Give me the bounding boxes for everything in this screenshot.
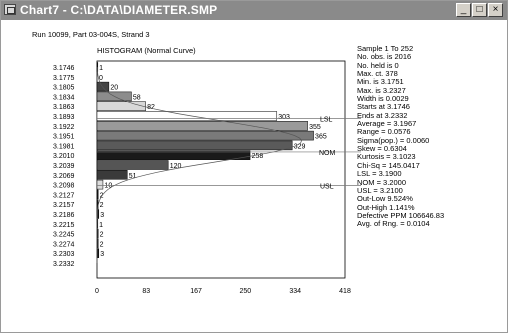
- histogram-bar: [96, 170, 128, 180]
- stat-line: Kurtosis = 3.1023: [357, 152, 416, 162]
- stat-line: Chi-Sq = 145.0417: [357, 160, 420, 170]
- statistics-panel: Sample 1 To 252 No. obs. is 2016 No. held …: [357, 44, 445, 229]
- y-tick-label: 3.2245: [53, 232, 75, 239]
- y-tick-label: 3.1951: [53, 134, 75, 141]
- bar-value-label: 2: [100, 202, 104, 209]
- chart-window-icon[interactable]: [4, 4, 16, 15]
- stat-line: Out-Low 9.524%: [357, 194, 413, 204]
- run-info: Run 10099, Part 03-004S, Strand 3: [32, 30, 150, 39]
- bar-value-label: 3: [100, 212, 104, 219]
- y-tick-label: 3.2303: [53, 251, 75, 258]
- bar-value-label: 0: [99, 75, 103, 82]
- chart-title: HISTOGRAM (Normal Curve): [97, 46, 196, 55]
- y-tick-label: 3.2098: [53, 183, 75, 190]
- histogram-bar: [96, 150, 251, 160]
- x-tick-label: 167: [190, 288, 202, 295]
- stat-line: Ends at 3.2332: [357, 110, 408, 120]
- y-tick-label: 3.2127: [53, 192, 75, 199]
- bar-value-label: 51: [129, 173, 137, 180]
- x-tick-label: 0: [95, 288, 99, 295]
- histogram-bar: [96, 189, 99, 200]
- close-button[interactable]: ×: [488, 3, 503, 17]
- bar-value-label: 1: [99, 65, 103, 72]
- bar-value-label: 329: [294, 143, 306, 150]
- bar-value-label: 355: [309, 124, 321, 131]
- histogram-bar: [96, 121, 308, 131]
- y-tick-label: 3.1775: [53, 75, 75, 82]
- y-tick-label: 3.1746: [53, 65, 75, 72]
- stat-line: Width is 0.0029: [357, 94, 409, 104]
- y-tick-label: 3.1922: [53, 124, 75, 131]
- stat-line: Max. is 3.2327: [357, 85, 406, 95]
- histogram-bar: [96, 81, 110, 92]
- histogram-bar: [96, 111, 278, 121]
- stat-line: Skew = 0.6304: [357, 144, 407, 154]
- y-tick-label: 3.1893: [53, 114, 75, 121]
- y-tick-label: 3.2010: [53, 153, 75, 160]
- bar-value-label: 258: [252, 153, 264, 160]
- y-tick-label: 3.2332: [53, 261, 75, 268]
- stat-line: Sigma(pop.) = 0.0060: [357, 135, 430, 145]
- histogram-bar: [96, 130, 314, 141]
- bar-value-label: 58: [133, 94, 141, 101]
- normal-curve: [96, 66, 303, 263]
- bar-value-label: 120: [170, 163, 182, 170]
- maximize-button[interactable]: □: [472, 3, 487, 17]
- stat-line: Min. is 3.1751: [357, 77, 404, 87]
- y-tick-label: 3.2274: [53, 241, 75, 248]
- y-tick-label: 3.2069: [53, 173, 75, 180]
- stat-line: Max. ct. 378: [357, 69, 398, 79]
- bar-value-label: 2: [100, 232, 104, 239]
- ref-label-lsl: LSL: [320, 117, 333, 124]
- bar-value-label: 303: [278, 114, 290, 121]
- y-tick-label: 3.1805: [53, 85, 75, 92]
- bar-value-label: 365: [315, 134, 327, 141]
- stat-line: Range = 0.0576: [357, 127, 411, 137]
- ref-label-usl: USL: [320, 183, 334, 190]
- x-tick-label: 418: [339, 288, 351, 295]
- y-tick-label: 3.1834: [53, 94, 75, 101]
- ref-label-nom: NOM: [319, 150, 336, 157]
- stat-line: Average = 3.1967: [357, 119, 417, 129]
- y-tick-label: 3.2215: [53, 222, 75, 229]
- title-bar[interactable]: Chart7 - C:\DATA\DIAMETER.SMP _ □ ×: [1, 1, 507, 20]
- bar-value-label: 1: [99, 222, 103, 229]
- histogram-bar: [96, 140, 293, 151]
- bar-value-label: 2: [100, 241, 104, 248]
- y-tick-label: 3.1981: [53, 143, 75, 150]
- stat-line: Defective PPM 106646.83: [357, 210, 445, 220]
- window-title: Chart7 - C:\DATA\DIAMETER.SMP: [20, 3, 218, 17]
- x-tick-label: 83: [142, 288, 150, 295]
- y-tick-label: 3.2186: [53, 212, 75, 219]
- bar-value-label: 20: [110, 85, 118, 92]
- histogram-bar: [96, 101, 146, 111]
- stat-line: No. obs. is 2016: [357, 52, 412, 62]
- stat-line: Starts at 3.1746: [357, 102, 410, 112]
- stat-line: Out-High 1.141%: [357, 202, 415, 212]
- bar-value-label: 82: [147, 104, 155, 111]
- stat-line: LSL = 3.1900: [357, 169, 402, 179]
- y-tick-label: 3.2039: [53, 163, 75, 170]
- stat-line: Avg. of Rng. = 0.0104: [357, 219, 430, 229]
- stat-line: NOM = 3.2000: [357, 177, 406, 187]
- stat-line: USL = 3.2100: [357, 185, 403, 195]
- x-tick-label: 250: [239, 288, 251, 295]
- y-tick-label: 3.2157: [53, 202, 75, 209]
- x-tick-label: 334: [289, 288, 301, 295]
- bar-value-label: 3: [100, 251, 104, 258]
- stat-line: Sample 1 To 252: [357, 44, 414, 53]
- minimize-button[interactable]: _: [456, 3, 471, 17]
- stat-line: No. held is 0: [357, 60, 399, 70]
- bar-value-label: 10: [104, 183, 112, 190]
- histogram-bar: [96, 179, 104, 190]
- histogram-bar: [96, 160, 169, 170]
- y-tick-label: 3.1863: [53, 104, 75, 111]
